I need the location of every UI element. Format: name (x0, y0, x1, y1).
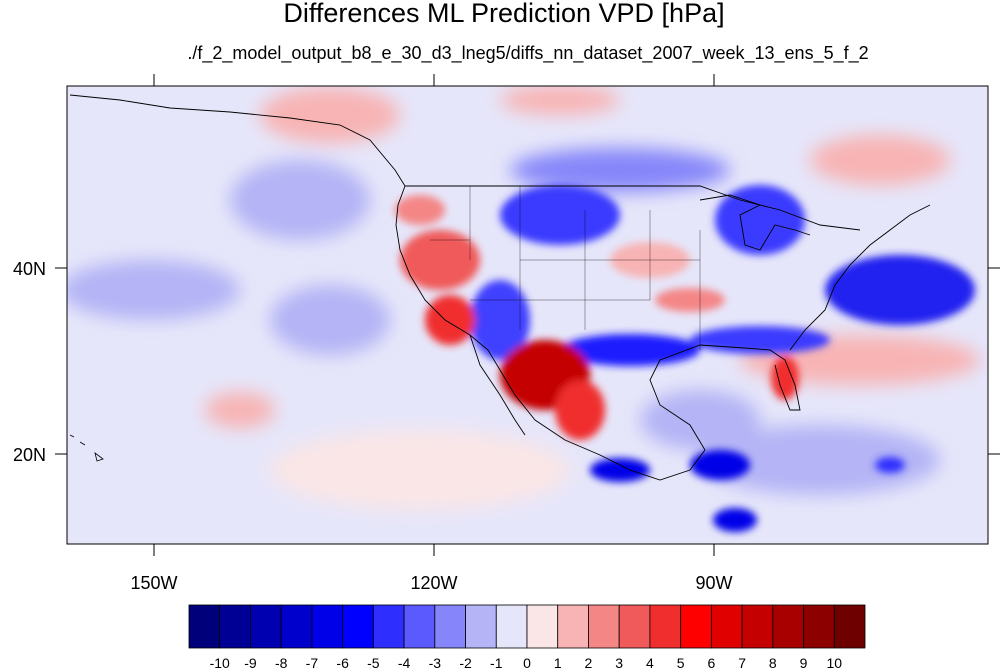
map-frame (66, 85, 989, 545)
colorbar-label: 8 (769, 655, 777, 671)
colorbar-swatch (280, 604, 313, 649)
mexico-blue-2 (690, 450, 750, 480)
pacific-blue-central (270, 285, 390, 355)
colorbar-swatch (403, 604, 436, 649)
colorbar-swatch (342, 604, 374, 649)
colorbar-label: -4 (398, 655, 411, 671)
colorbar-swatch (465, 604, 497, 649)
colorbar-label: -2 (459, 655, 472, 671)
canada-red-east (810, 135, 950, 185)
colorbar-swatch (833, 604, 866, 649)
pacific-pink-south (270, 430, 570, 510)
great-lakes-blue (715, 185, 805, 255)
x-tick-label-90w: 90W (695, 573, 732, 593)
mexico-red (555, 380, 605, 440)
gulf-blue (640, 390, 760, 450)
islands (69, 434, 104, 462)
east-coast-line (789, 204, 931, 351)
colorbar-label: 2 (585, 655, 593, 671)
caribbean-blue (700, 425, 940, 495)
west-coast-line (395, 185, 706, 481)
great-lakes-outline (699, 194, 811, 251)
colorbar-label: 0 (523, 655, 531, 671)
colorbar-label: -1 (490, 655, 503, 671)
colorbar-label: -5 (367, 655, 380, 671)
colorbar-swatch (803, 604, 835, 649)
colorbar-swatch (372, 604, 405, 649)
colorbar-swatch (772, 604, 804, 649)
colorbar-label: 3 (615, 655, 623, 671)
alaska-coast-red (260, 87, 400, 143)
colorbar-swatch (710, 604, 743, 649)
alaska-coast (69, 94, 406, 187)
gulf-coast-line (649, 344, 801, 451)
chart-subtitle: ./f_2_model_output_b8_e_30_d3_lneg5/diff… (187, 43, 868, 64)
axis-ticks (55, 74, 1000, 556)
map-field (67, 86, 988, 544)
central-america-blue (713, 508, 757, 532)
colorbar-label: -6 (336, 655, 349, 671)
colorbar-swatch (557, 604, 589, 649)
baja-line (469, 334, 526, 436)
colorbar-label: 6 (707, 655, 715, 671)
coastlines (69, 94, 931, 481)
colorbar-label: 9 (800, 655, 808, 671)
state-borders (430, 186, 701, 350)
x-tick-label-120w: 120W (410, 573, 457, 593)
colorbar-swatch (250, 604, 282, 649)
northern-plains-blue (500, 185, 620, 245)
border-west (430, 186, 701, 350)
texas-red (655, 288, 725, 312)
colorbar-swatch (311, 604, 344, 649)
colorbar-swatch (741, 604, 774, 649)
washington-red (395, 195, 445, 225)
colorbar: -10 -9 -8 -7 -6 -5 -4 -3 -2 -1 0 1 2 3 4 5 6 7 8 9 10 (188, 604, 866, 671)
pacific-red-south (205, 392, 275, 428)
strong-anomalies (395, 185, 975, 532)
pacific-blue-north (230, 160, 370, 240)
colorbar-label: 4 (646, 655, 654, 671)
broad-anomalies (67, 86, 980, 510)
y-tick-label-40n: 40N (13, 259, 46, 279)
colorbar-label: -3 (429, 655, 442, 671)
hawaii-islands (69, 434, 104, 462)
colorbar-label: 1 (554, 655, 562, 671)
canada-red-north (500, 86, 620, 115)
baja-red (425, 295, 475, 345)
colorbar-swatch (588, 604, 620, 649)
caribbean-blue-spot (875, 457, 905, 473)
colorbar-swatch (434, 604, 466, 649)
colorbar-label: 7 (738, 655, 746, 671)
colorbar-label: -9 (244, 655, 257, 671)
colorbar-label: -7 (306, 655, 319, 671)
canada-blue (510, 148, 730, 192)
x-tick-label-150w: 150W (130, 573, 177, 593)
colorbar-swatch (649, 604, 682, 649)
colorbar-swatch (526, 604, 559, 649)
colorbar-label: -10 (210, 655, 230, 671)
florida-red (771, 356, 799, 400)
colorbar-swatch (219, 604, 251, 649)
colorbar-label: 10 (826, 655, 842, 671)
colorbar-swatch (188, 604, 221, 649)
gulf-coast-blue-2 (690, 326, 830, 354)
chart-title: Differences ML Prediction VPD [hPa] (283, 0, 724, 28)
colorbar-swatch (618, 604, 651, 649)
y-tick-label-20n: 20N (13, 445, 46, 465)
colorbar-label: -8 (275, 655, 288, 671)
colorbar-swatch (495, 604, 528, 649)
colorbar-swatch (680, 604, 712, 649)
colorbar-label: 5 (677, 655, 685, 671)
pacific-blue-west (67, 260, 240, 320)
atlantic-blue-core (825, 255, 975, 325)
california-red (400, 230, 480, 290)
mexico-blue-1 (590, 458, 650, 482)
